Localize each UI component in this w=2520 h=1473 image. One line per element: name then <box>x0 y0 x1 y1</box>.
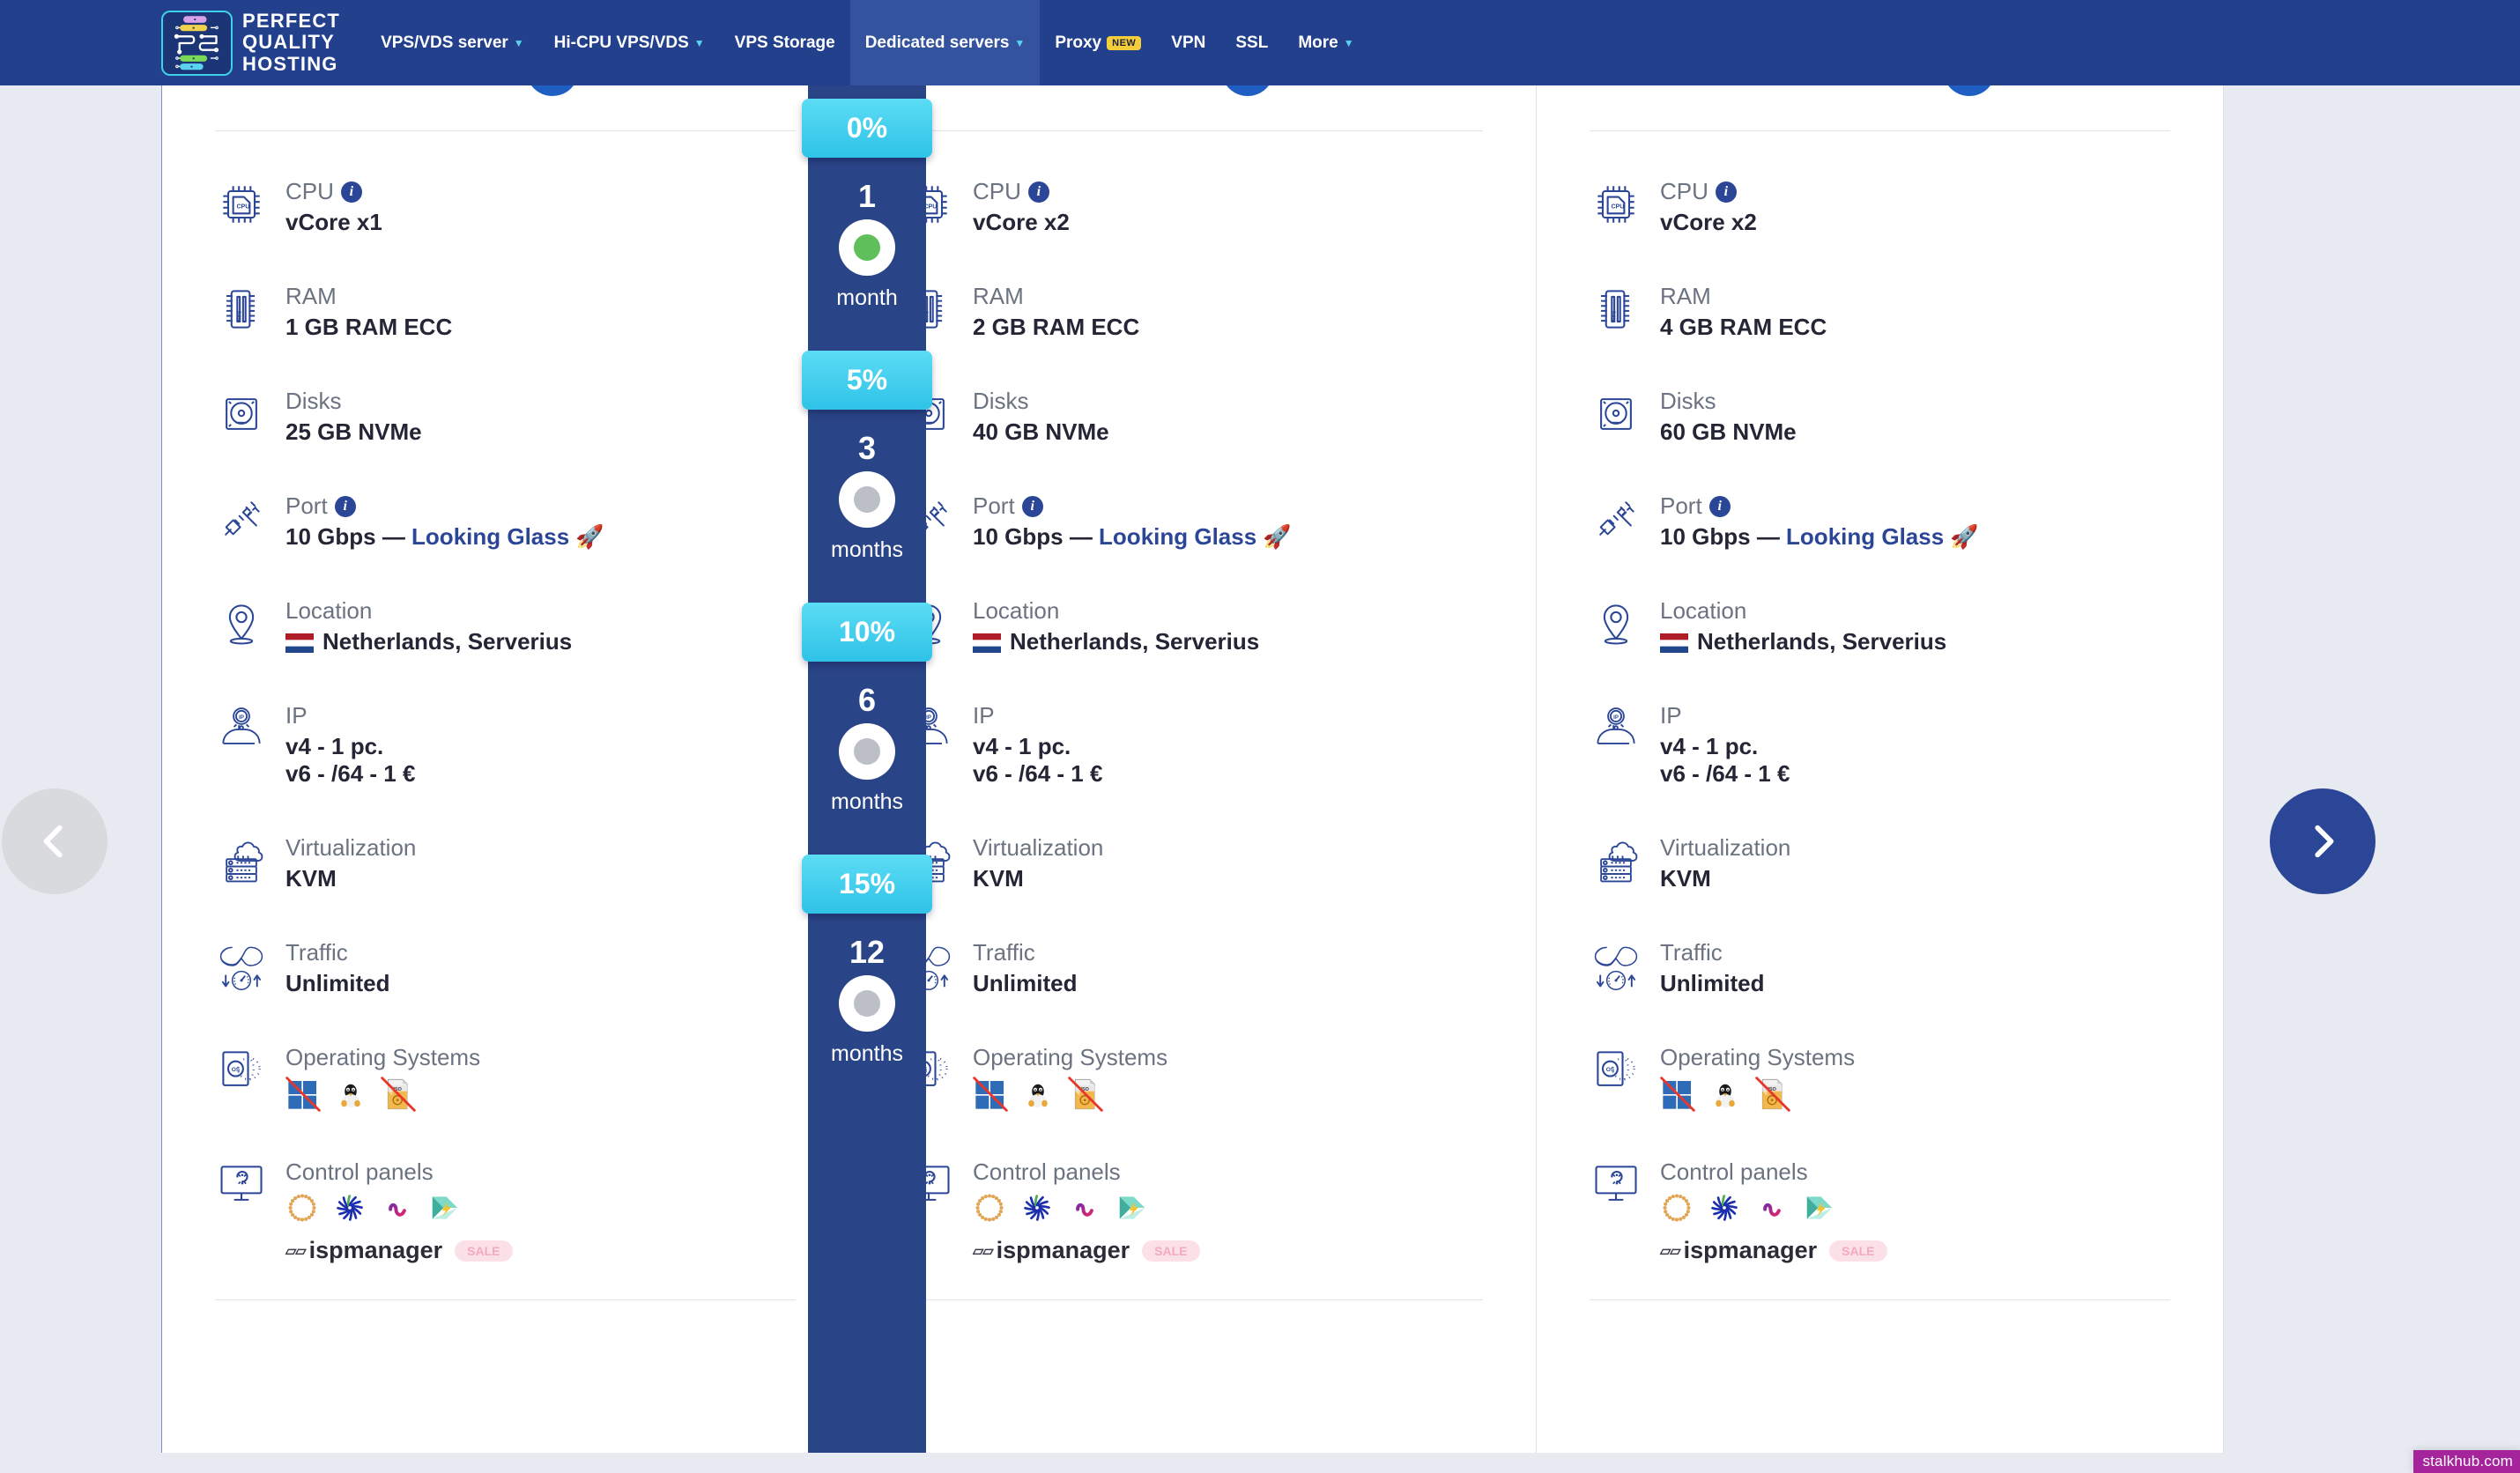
svg-text:CPU: CPU <box>1611 204 1624 211</box>
svg-text:IP: IP <box>1613 714 1619 721</box>
svg-text:RAM: RAM <box>235 311 241 322</box>
svg-text:IP: IP <box>239 714 244 721</box>
svg-text:IP: IP <box>926 714 931 721</box>
svg-text:RAM: RAM <box>1610 311 1615 322</box>
svg-text:CPU: CPU <box>236 204 249 211</box>
